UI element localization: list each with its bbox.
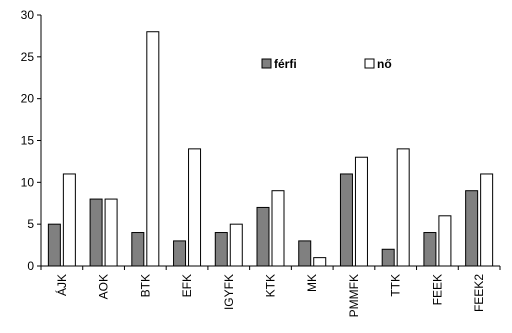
bar-ferfi-9 (423, 232, 437, 267)
y-tick-label: 15 (21, 134, 35, 148)
bar-no-6 (313, 257, 327, 267)
x-tick-label: TTK (389, 274, 403, 297)
x-tick-label: MK (305, 274, 319, 292)
y-tick-label: 20 (21, 92, 35, 106)
x-tick-label: KTK (264, 274, 278, 297)
bar-no-3 (188, 148, 202, 267)
legend: férfi nő (261, 57, 392, 71)
x-axis: ÁJK AOK BTK EFK IGYFK KTK MK PMMFK TTK FEEK FEEK2 (40, 265, 501, 317)
y-tick-label: 30 (21, 8, 35, 22)
bar-no-10 (480, 173, 494, 267)
bar-ferfi-2 (131, 232, 145, 267)
x-tick-label: ÁJK (54, 274, 69, 296)
bar-no-4 (229, 223, 243, 267)
legend-swatch-no (364, 58, 375, 69)
bar-no-0 (62, 173, 76, 267)
legend-label-no: nő (377, 57, 392, 71)
legend-swatch-ferfi (261, 58, 272, 69)
bar-ferfi-6 (298, 240, 312, 267)
bar-no-2 (146, 31, 160, 267)
y-axis: 0 5 10 15 20 25 30 (21, 8, 42, 273)
x-tick-label: EFK (180, 274, 194, 297)
bar-ferfi-7 (339, 173, 353, 267)
x-tick-label: FEEK2 (472, 274, 486, 312)
bar-no-5 (271, 190, 285, 267)
bar-ferfi-3 (173, 240, 187, 267)
y-tick-label: 25 (21, 50, 35, 64)
bar-ferfi-4 (214, 232, 228, 267)
legend-label-ferfi: férfi (274, 57, 297, 71)
bar-no-7 (354, 156, 368, 267)
x-tick-label: AOK (97, 274, 111, 299)
x-tick-label: FEEK (430, 274, 444, 305)
bar-no-9 (438, 215, 452, 267)
x-tick-label: PMMFK (347, 274, 361, 317)
x-tick-label: IGYFK (222, 274, 236, 310)
bars (47, 31, 494, 267)
x-tick-label: BTK (138, 274, 152, 297)
bar-ferfi-8 (381, 248, 395, 267)
y-tick-label: 10 (21, 175, 35, 189)
bar-ferfi-1 (89, 198, 103, 267)
bar-ferfi-10 (465, 190, 479, 267)
bar-no-1 (104, 198, 118, 267)
bar-no-8 (396, 148, 410, 267)
bar-ferfi-0 (47, 223, 61, 267)
y-tick-label: 0 (27, 259, 34, 273)
y-tick-label: 5 (27, 217, 34, 231)
bar-ferfi-5 (256, 206, 270, 267)
